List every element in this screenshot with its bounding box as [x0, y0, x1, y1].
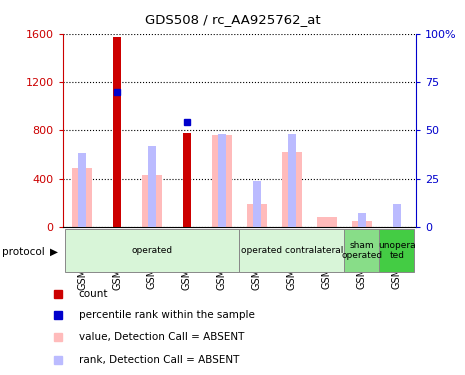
- Bar: [287, 134, 296, 227]
- Text: count: count: [79, 288, 108, 298]
- Text: unopera
ted: unopera ted: [378, 241, 416, 260]
- Bar: [345, 229, 379, 272]
- Bar: [73, 168, 92, 227]
- Bar: [282, 152, 302, 227]
- Bar: [183, 133, 191, 227]
- Text: percentile rank within the sample: percentile rank within the sample: [79, 310, 254, 320]
- Bar: [379, 229, 414, 272]
- Text: rank, Detection Call = ABSENT: rank, Detection Call = ABSENT: [79, 355, 239, 365]
- Bar: [218, 134, 226, 227]
- Bar: [213, 135, 232, 227]
- Text: operated contralateral: operated contralateral: [241, 246, 343, 255]
- Text: operated: operated: [132, 246, 173, 255]
- Bar: [317, 217, 337, 227]
- Bar: [78, 153, 86, 227]
- Bar: [113, 38, 121, 227]
- Bar: [65, 229, 239, 272]
- Text: value, Detection Call = ABSENT: value, Detection Call = ABSENT: [79, 332, 244, 342]
- Text: ▶: ▶: [50, 247, 58, 257]
- Bar: [142, 175, 162, 227]
- Bar: [252, 180, 261, 227]
- Bar: [392, 204, 401, 227]
- Bar: [247, 204, 266, 227]
- Bar: [239, 229, 345, 272]
- Text: sham
operated: sham operated: [341, 241, 383, 260]
- Text: protocol: protocol: [2, 247, 45, 257]
- Bar: [352, 221, 372, 227]
- Bar: [147, 146, 156, 227]
- Text: GDS508 / rc_AA925762_at: GDS508 / rc_AA925762_at: [145, 13, 320, 26]
- Bar: [358, 213, 366, 227]
